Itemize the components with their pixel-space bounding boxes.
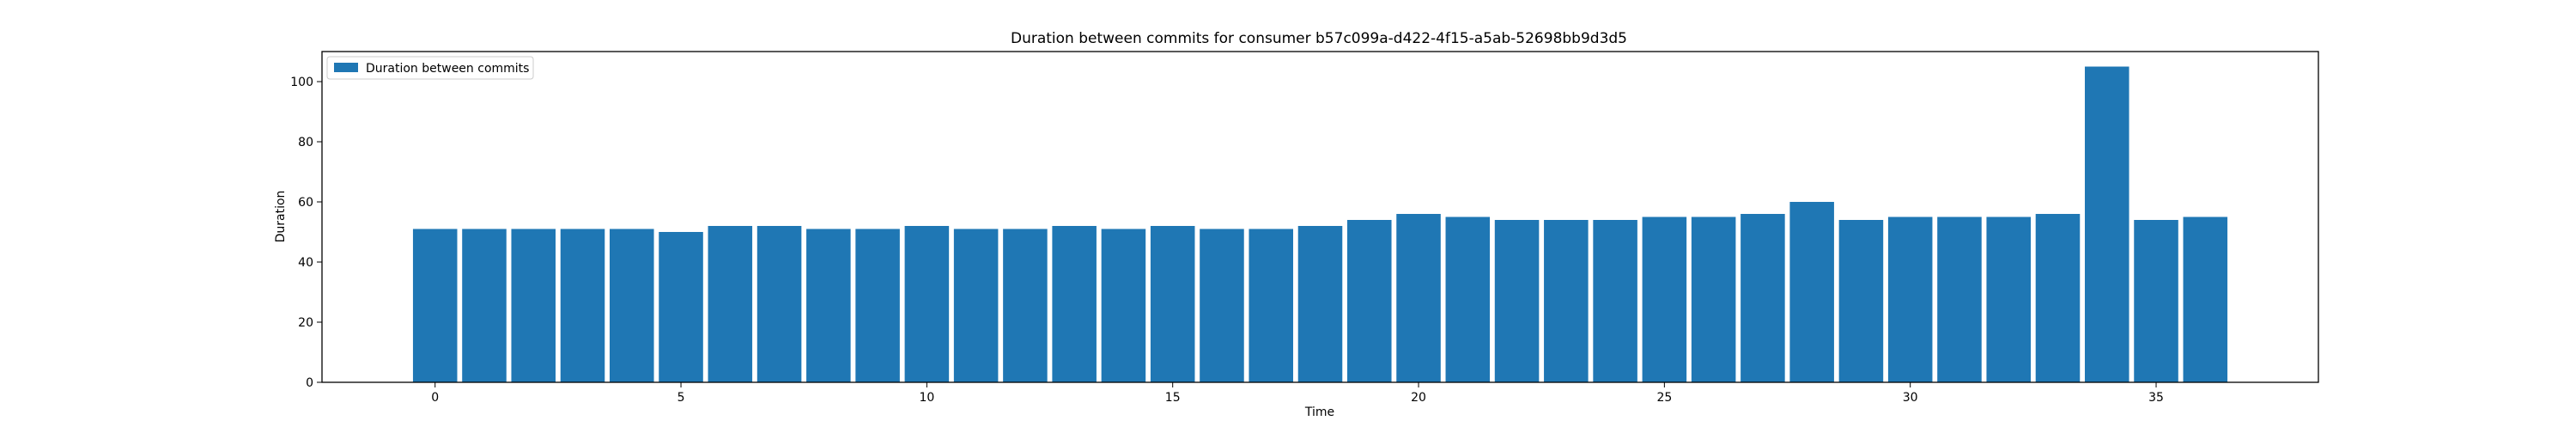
bar-34 [2084, 66, 2129, 382]
y-axis: 0 20 40 60 80 100 [290, 76, 322, 390]
bar-24 [1593, 220, 1637, 382]
bar-13 [1052, 226, 1097, 382]
y-axis-label: Duration [274, 191, 288, 243]
legend-swatch [334, 63, 358, 72]
bar-21 [1445, 216, 1491, 382]
bar-7 [756, 226, 802, 382]
bar-20 [1396, 214, 1441, 382]
bar-33 [2035, 214, 2081, 382]
bar-15 [1150, 226, 1195, 382]
bar-10 [904, 226, 950, 382]
bar-30 [1887, 216, 1933, 382]
bar-35 [2134, 220, 2178, 382]
bar-8 [806, 229, 851, 382]
bar-19 [1346, 220, 1392, 382]
x-tick-label-20: 20 [1411, 391, 1426, 405]
x-tick-label-25: 25 [1656, 391, 1672, 405]
x-tick-label-10: 10 [919, 391, 934, 405]
legend-label: Duration between commits [366, 62, 529, 76]
y-tick-label-20: 20 [298, 316, 313, 330]
x-axis-label: Time [1304, 406, 1334, 419]
bar-28 [1789, 202, 1834, 382]
bar-12 [1003, 229, 1048, 382]
y-tick-label-80: 80 [298, 136, 313, 149]
bar-4 [610, 229, 654, 382]
bars-group [412, 66, 2228, 382]
bar-29 [1838, 220, 1884, 382]
x-tick-label-0: 0 [431, 391, 439, 405]
bar-14 [1101, 229, 1146, 382]
plot-frame [321, 51, 2319, 383]
chart-title: Duration between commits for consumer b5… [1011, 30, 1627, 47]
bar-27 [1741, 214, 1785, 382]
bar-17 [1249, 229, 1294, 382]
bar-25 [1642, 216, 1687, 382]
bar-23 [1544, 220, 1589, 382]
bar-16 [1200, 229, 1244, 382]
y-tick-label-0: 0 [306, 376, 313, 390]
legend-frame [326, 56, 534, 80]
y-tick-label-100: 100 [290, 76, 313, 89]
bar-11 [953, 229, 999, 382]
bar-1 [462, 229, 507, 382]
bar-22 [1494, 220, 1540, 382]
bar-18 [1297, 226, 1343, 382]
bar-5 [659, 232, 703, 382]
bar-3 [560, 229, 605, 382]
bar-32 [1986, 216, 2031, 382]
x-tick-label-35: 35 [2148, 391, 2164, 405]
bar-36 [2183, 216, 2228, 382]
x-tick-label-15: 15 [1165, 391, 1181, 405]
bar-6 [708, 226, 753, 382]
x-tick-label-5: 5 [677, 391, 685, 405]
bar-26 [1691, 216, 1736, 382]
x-tick-label-30: 30 [1903, 391, 1918, 405]
bar-0 [412, 229, 458, 382]
legend: Duration between commits [326, 56, 534, 80]
bar-9 [855, 229, 900, 382]
bar-2 [511, 229, 556, 382]
y-tick-label-60: 60 [298, 196, 313, 210]
y-tick-label-40: 40 [298, 256, 313, 270]
x-axis: 0 5 10 15 20 25 30 35 [431, 382, 2164, 405]
bar-31 [1937, 216, 1982, 382]
